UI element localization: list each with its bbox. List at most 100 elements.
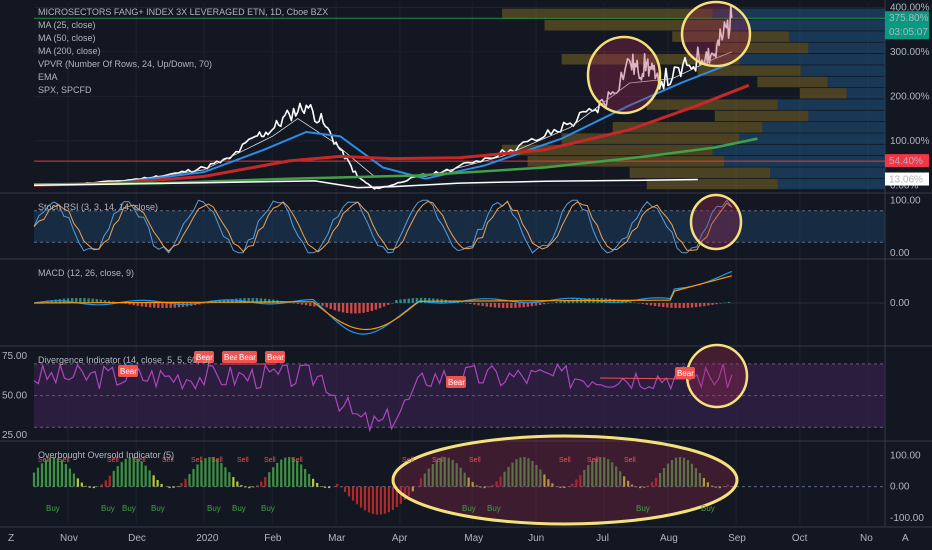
macd-histogram-bar [374, 303, 378, 310]
macd-histogram-bar [674, 303, 677, 308]
pane-title: MACD (12, 26, close, 9) [38, 268, 134, 278]
vpvr-up-bar [697, 65, 801, 76]
vpvr-down-bar [739, 54, 885, 65]
bear-label-box [118, 365, 138, 377]
macd-histogram-bar [555, 301, 558, 303]
sell-label: Sell [58, 457, 70, 464]
macd-histogram-bar [345, 303, 349, 314]
macd-histogram-bar [493, 303, 497, 308]
buy-label: Buy [207, 504, 221, 513]
macd-histogram-bar [391, 303, 394, 304]
macd-histogram-bar [514, 303, 517, 308]
zoom-icon: Z [8, 533, 14, 544]
price-tick-label: 200.00% [890, 91, 930, 102]
x-tick-label: May [464, 533, 483, 544]
bear-label: Bear [196, 353, 213, 362]
price-badge [885, 172, 929, 186]
macd-histogram-bar [222, 300, 226, 303]
macd-histogram-bar [354, 303, 357, 314]
macd-histogram-bar [666, 303, 669, 308]
macd-histogram-bar [267, 299, 271, 303]
vpvr-down-bar [800, 65, 885, 76]
macd-histogram-bar [456, 301, 460, 303]
pane-tick-label: 0.00 [890, 298, 910, 309]
macd-histogram-bar [333, 303, 337, 311]
macd-histogram-bar [522, 303, 525, 308]
price-tick-label: 300.00% [890, 47, 930, 58]
macd-histogram-bar [231, 298, 234, 303]
macd-histogram-bar [641, 303, 644, 305]
vpvr-up-bar [629, 167, 771, 178]
macd-histogram-bar [169, 303, 172, 308]
stoch-band [34, 210, 885, 243]
macd-histogram-bar [538, 303, 542, 305]
macd-histogram-bar [703, 303, 706, 307]
macd-histogram-bar [649, 303, 653, 306]
legend-entry: MICROSECTORS FANG+ INDEX 3X LEVERAGED ET… [38, 7, 328, 17]
macd-histogram-bar [625, 301, 628, 303]
series-line-5 [33, 178, 698, 189]
macd-histogram-bar [91, 298, 94, 303]
highlight-circle [689, 193, 743, 251]
x-tick-label: Feb [264, 533, 282, 544]
macd-histogram-bar [255, 298, 259, 303]
macd-histogram-bar [407, 298, 410, 303]
x-tick-label: Jul [596, 533, 609, 544]
macd-histogram-bar [358, 303, 361, 314]
x-tick-label: 2020 [196, 533, 219, 544]
price-badge-timer: 03:05:07 [889, 27, 928, 38]
price-badge [885, 11, 929, 40]
macd-histogram-bar [46, 300, 49, 303]
highlight-circle [391, 434, 739, 526]
macd-histogram-bar [428, 298, 431, 303]
macd-histogram-bar [50, 300, 53, 303]
macd-histogram-bar [633, 302, 636, 304]
macd-histogram-bar [653, 303, 657, 307]
price-badge-label: 375.80% [889, 13, 929, 24]
vpvr-down-bar [827, 76, 885, 88]
macd-histogram-bar [157, 303, 160, 308]
price-badge-label: 54.40% [889, 156, 923, 167]
x-tick-label: Oct [792, 533, 808, 544]
macd-histogram-bar [128, 303, 131, 305]
macd-histogram-bar [87, 298, 90, 303]
macd-histogram-bar [510, 303, 513, 309]
legend-entry: EMA [38, 72, 58, 82]
vpvr-up-bar [612, 122, 763, 133]
x-tick-label: Mar [328, 533, 346, 544]
macd-histogram-bar [460, 302, 464, 303]
macd-histogram-bar [403, 298, 406, 303]
macd-histogram-bar [251, 297, 254, 303]
vpvr-up-bar [646, 99, 778, 110]
buy-label: Buy [46, 504, 60, 513]
macd-histogram-bar [79, 297, 82, 303]
price-badge-label: 13.06% [889, 175, 923, 186]
sell-label: Sell [237, 457, 249, 464]
macd-histogram-bar [423, 297, 427, 303]
vpvr-down-bar [739, 133, 885, 144]
pane-tick-label: 50.00 [2, 391, 27, 402]
vpvr-up-bar [714, 110, 809, 122]
macd-histogram-bar [337, 303, 341, 312]
pane-tick-label: 100.00 [890, 195, 921, 206]
x-tick-label: Nov [60, 533, 78, 544]
series-line-2 [33, 62, 733, 187]
macd-histogram-bar [657, 303, 661, 307]
pane-tick-label: 25.00 [2, 430, 27, 441]
macd-histogram-bar [534, 303, 538, 306]
buy-label: Buy [151, 504, 165, 513]
bear-label: Bear [224, 353, 241, 362]
macd-histogram-bar [120, 303, 123, 304]
macd-histogram-bar [362, 303, 365, 313]
macd-histogram-bar [70, 298, 74, 303]
macd-histogram-bar [727, 301, 731, 303]
macd-histogram-bar [107, 300, 111, 303]
vpvr-up-bar [799, 88, 847, 99]
macd-histogram-bar [350, 303, 353, 314]
sell-label: Sell [432, 457, 444, 464]
vpvr-down-bar [777, 99, 885, 110]
vpvr-down-bar [789, 31, 885, 42]
macd-histogram-bar [399, 299, 402, 303]
macd-histogram-bar [715, 303, 718, 305]
